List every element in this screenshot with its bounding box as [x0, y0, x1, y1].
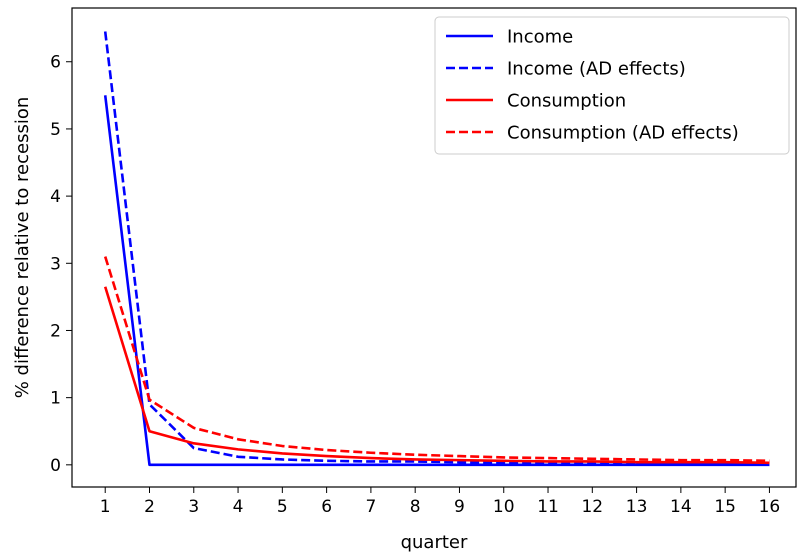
legend-label-1: Income [507, 27, 573, 48]
x-tick-label: 3 [188, 497, 199, 517]
x-tick-label: 11 [537, 497, 559, 517]
x-tick-label: 9 [454, 497, 465, 517]
y-tick-label: 2 [50, 321, 61, 341]
legend: Income Income (AD effects) Consumption Cons… [434, 16, 790, 155]
y-tick-label: 4 [50, 187, 61, 207]
y-tick-label: 3 [50, 254, 61, 274]
plot-frame [71, 7, 797, 488]
x-axis-ticks: 1 2 3 4 5 6 7 8 9 10 11 12 13 14 15 16 [100, 487, 780, 517]
y-axis-ticks: 0 1 2 3 4 5 6 [50, 53, 72, 476]
y-tick-label: 5 [50, 120, 61, 140]
x-axis-label: quarter [401, 532, 468, 553]
x-tick-label: 14 [670, 497, 692, 517]
x-tick-label: 7 [365, 497, 376, 517]
legend-label-4: Consumption (AD effects) [507, 123, 739, 144]
x-tick-label: 1 [100, 497, 111, 517]
legend-box [434, 16, 790, 155]
y-tick-label: 6 [50, 53, 61, 73]
x-tick-label: 15 [714, 497, 736, 517]
series-line-1 [103, 95, 770, 467]
series-line-3 [103, 286, 770, 465]
legend-label-2: Income (AD effects) [507, 59, 686, 80]
x-tick-label: 10 [493, 497, 515, 517]
x-tick-label: 16 [759, 497, 781, 517]
x-tick-label: 5 [277, 497, 288, 517]
x-tick-label: 12 [581, 497, 603, 517]
x-tick-label: 6 [321, 497, 332, 517]
x-tick-label: 13 [626, 497, 648, 517]
y-axis-label: % difference relative to recession [12, 97, 33, 399]
y-tick-label: 1 [50, 389, 61, 409]
plot-lines [103, 31, 770, 467]
x-tick-label: 4 [233, 497, 244, 517]
legend-label-3: Consumption [507, 91, 626, 112]
y-tick-label: 0 [50, 456, 61, 476]
x-tick-label: 2 [144, 497, 155, 517]
x-tick-label: 8 [410, 497, 421, 517]
series-line-4 [103, 256, 770, 463]
